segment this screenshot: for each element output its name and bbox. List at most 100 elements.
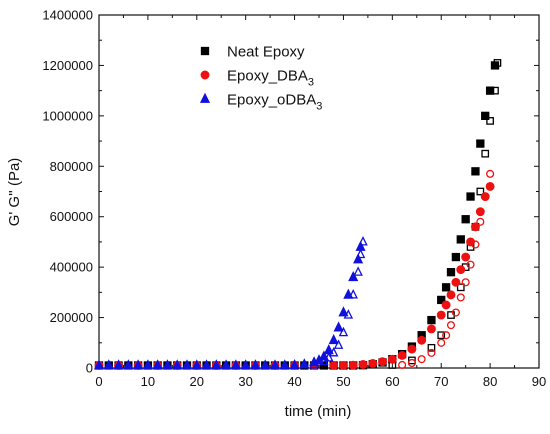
data-point-storage (172, 359, 183, 370)
y-tick-label: 400000 (50, 260, 93, 275)
data-point-loss (408, 356, 416, 365)
legend-label: Neat Epoxy (227, 44, 305, 61)
data-point-storage (446, 268, 456, 277)
data-point-storage (240, 359, 251, 370)
data-point-storage (470, 222, 480, 232)
data-point-storage (481, 111, 490, 121)
data-point-loss (456, 293, 465, 302)
data-point-loss (427, 348, 436, 357)
data-point-storage (333, 321, 344, 332)
data-point-storage (338, 306, 349, 317)
data-point-loss (343, 309, 354, 319)
x-tick-label: 60 (385, 374, 399, 389)
data-point-storage (368, 359, 378, 368)
data-point-storage (329, 361, 339, 370)
data-point-storage (475, 207, 485, 217)
data-point-storage (348, 360, 358, 370)
data-point-storage (319, 361, 329, 370)
data-point-storage (441, 300, 451, 310)
x-tick-label: 80 (483, 374, 497, 389)
data-point-storage (407, 344, 417, 354)
data-point-storage (436, 310, 446, 320)
x-tick-label: 0 (95, 374, 102, 389)
data-point-storage (338, 361, 348, 370)
legend-marker (200, 70, 210, 80)
data-point-storage (417, 335, 427, 345)
data-point-storage (490, 61, 500, 70)
y-tick-label: 600000 (50, 209, 93, 224)
axes: 0 10 20 30 40 50 60 70 80 90 0 200000 400000 600000 80… (42, 8, 546, 390)
data-point-storage (142, 359, 153, 370)
data-point-loss (398, 360, 407, 370)
y-tick-label: 200000 (50, 310, 93, 325)
data-point-storage (133, 359, 144, 370)
data-point-storage (353, 253, 364, 264)
x-tick-label: 20 (190, 374, 204, 389)
legend-label: Epoxy_DBA3 (227, 68, 314, 89)
data-point-storage (476, 139, 485, 148)
data-point-storage (485, 182, 495, 191)
x-axis-title: time (min) (285, 403, 352, 420)
data-point-loss (491, 86, 499, 95)
data-point-loss (427, 343, 436, 352)
data-point-storage (162, 359, 173, 370)
plot-frame (98, 14, 540, 369)
data-point-storage (328, 334, 339, 345)
x-tick-label: 90 (532, 374, 546, 389)
data-point-loss (437, 338, 446, 347)
y-tick-label: 1400000 (42, 8, 93, 23)
x-tick-label: 50 (336, 374, 350, 389)
data-point-storage (471, 167, 480, 176)
data-point-storage (446, 290, 456, 300)
data-point-loss (309, 359, 319, 369)
x-tick-label: 30 (238, 374, 252, 389)
data-point-storage (211, 359, 222, 370)
data-point-storage (461, 252, 471, 262)
data-point-loss (493, 59, 502, 67)
x-tick-label: 70 (434, 374, 448, 389)
data-point-storage (250, 359, 261, 370)
data-point-storage (461, 215, 470, 224)
data-point-storage (221, 359, 232, 370)
data-point-loss (355, 248, 366, 259)
legend-label: Epoxy_oDBA3 (227, 92, 322, 113)
data-point-loss (417, 355, 426, 364)
data-point-loss (353, 266, 363, 276)
series-3 (93, 236, 368, 370)
data-point-storage (279, 359, 290, 370)
y-tick-label: 1200000 (42, 58, 93, 73)
data-points (93, 59, 502, 370)
data-point-storage (485, 86, 495, 95)
data-point-loss (486, 169, 495, 178)
data-point-storage (358, 360, 368, 369)
data-point-storage (378, 357, 388, 367)
data-point-storage (152, 359, 163, 370)
data-point-loss (338, 326, 349, 337)
data-point-storage (397, 350, 407, 360)
data-point-storage (201, 359, 212, 370)
data-point-storage (426, 324, 436, 334)
data-point-loss (466, 260, 475, 269)
data-point-storage (441, 283, 451, 292)
data-point-loss (476, 217, 485, 226)
data-point-storage (289, 358, 300, 370)
series-2 (94, 169, 495, 370)
data-point-loss (461, 278, 470, 287)
y-axis-title: G' G'' (Pa) (6, 158, 23, 227)
x-tick-label: 10 (141, 374, 155, 389)
y-tick-label: 0 (86, 361, 93, 376)
data-point-loss (481, 149, 490, 158)
data-point-loss (471, 240, 480, 249)
data-point-loss (437, 331, 446, 340)
data-point-storage (93, 359, 105, 370)
data-point-storage (191, 359, 202, 370)
data-point-loss (442, 331, 451, 340)
data-point-loss (451, 308, 460, 317)
data-point-loss (456, 283, 465, 292)
data-point-loss (358, 236, 368, 246)
y-tick-label: 800000 (50, 159, 93, 174)
data-point-loss (446, 321, 456, 330)
legend-marker (200, 46, 210, 56)
legend: Neat Epoxy Epoxy_DBA3 Epoxy_oDBA3 (199, 44, 322, 113)
data-point-storage (103, 359, 114, 370)
